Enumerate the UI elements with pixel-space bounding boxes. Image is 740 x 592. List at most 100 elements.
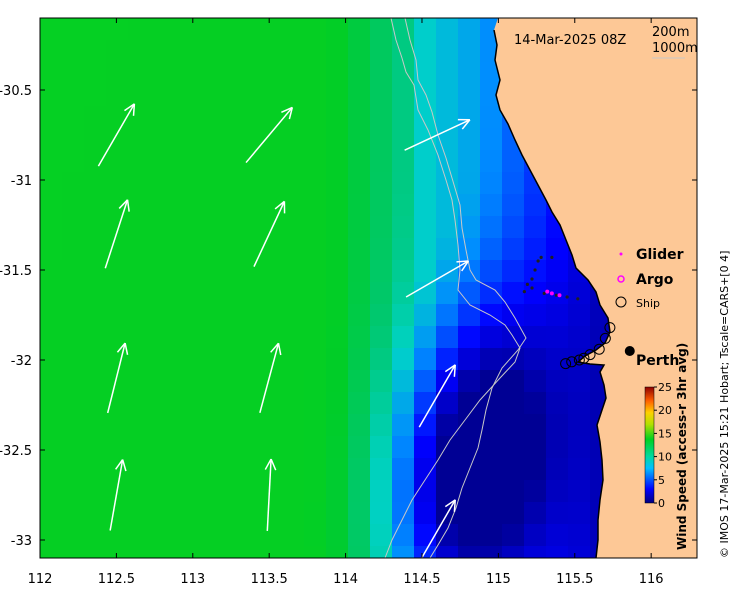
heatmap-cell [150,84,173,107]
heatmap-cell [414,546,437,558]
heatmap-cell [546,458,569,481]
heatmap-cell [480,106,503,129]
heatmap-cell [370,282,393,305]
heatmap-cell [436,304,459,327]
heatmap-cell [458,62,481,85]
heatmap-cell [150,370,173,393]
heatmap-cell [348,150,371,173]
heatmap-cell [392,150,415,173]
heatmap-cell [480,216,503,239]
heatmap-cell [62,194,85,217]
heatmap-cell [458,370,481,393]
heatmap-cell [260,128,283,151]
heatmap-cell [62,480,85,503]
heatmap-cell [282,436,305,459]
heatmap-cell [480,348,503,371]
heatmap-cell [502,502,525,525]
heatmap-cell [502,546,525,558]
heatmap-cell [326,458,349,481]
heatmap-cell [282,150,305,173]
heatmap-cell [370,106,393,129]
heatmap-cell [480,282,503,305]
heatmap-cell [348,524,371,547]
heatmap-cell [106,524,129,547]
heatmap-cell [260,392,283,415]
heatmap-cell [238,546,261,558]
heatmap-cell [348,458,371,481]
heatmap-cell [546,524,569,547]
heatmap-cell [216,84,239,107]
heatmap-cell [62,502,85,525]
y-axis: -30.5 -31 -31.5 -32 -32.5 -33 [0,84,697,549]
heatmap-cell [238,502,261,525]
heatmap-cell [282,84,305,107]
heatmap-cell [260,216,283,239]
heatmap-cell [260,282,283,305]
heatmap-cell [392,106,415,129]
heatmap-cell [238,480,261,503]
heatmap-cell [238,150,261,173]
heatmap-cell [172,260,195,283]
heatmap-cell [238,414,261,437]
heatmap-cell [216,326,239,349]
heatmap-cell [282,106,305,129]
heatmap-cell [106,62,129,85]
heatmap-cell [392,414,415,437]
y-tick-label: -30.5 [0,84,32,99]
colorbar: 25 20 15 10 5 0 Wind Speed (access-r 3hr avg) [644,343,689,550]
heatmap-cell [414,392,437,415]
x-tick-label: 112.5 [98,572,135,587]
heatmap-cell [40,282,63,305]
ship-position [573,354,585,366]
heatmap-cell [282,282,305,305]
heatmap-cell [106,18,129,41]
heatmap-cell [392,436,415,459]
heatmap-cell [326,84,349,107]
heatmap-cell [62,524,85,547]
heatmap-cell [84,106,107,129]
heatmap-cell [436,546,459,558]
heatmap-cell [150,238,173,261]
heatmap-cell [436,40,459,63]
heatmap-cell [40,62,63,85]
heatmap-cell [326,106,349,129]
heatmap-cell [326,18,349,41]
heatmap-cell [194,348,217,371]
heatmap-cell [458,128,481,151]
heatmap-cell [216,238,239,261]
heatmap-cell [62,172,85,195]
heatmap-cell [304,282,327,305]
x-tick-label: 115.5 [556,572,593,587]
heatmap-cell [150,392,173,415]
heatmap-cell [414,348,437,371]
x-tick-label: 113.5 [251,572,288,587]
heatmap-cell [524,436,547,459]
heatmap-cell [546,546,569,558]
heatmap-cell [282,458,305,481]
ship-track [560,322,616,370]
heatmap-cell [172,106,195,129]
heatmap-cell [194,524,217,547]
heatmap-cell [348,502,371,525]
y-tick-label: -31 [11,174,32,189]
heatmap-cell [172,546,195,558]
heatmap-cell [216,392,239,415]
heatmap-cell [172,84,195,107]
heatmap-cell [260,524,283,547]
heatmap-cell [282,216,305,239]
heatmap-cell [304,18,327,41]
glider-position [576,297,580,301]
heatmap-cell [326,62,349,85]
heatmap-cell [304,502,327,525]
heatmap-cell [502,436,525,459]
heatmap-cell [150,282,173,305]
argo-float [557,293,562,298]
heatmap-cell [414,150,437,173]
heatmap-cell [502,282,525,305]
heatmap-cell [524,304,547,327]
heatmap-cell [128,480,151,503]
heatmap-cell [106,172,129,195]
heatmap-cell [304,392,327,415]
heatmap-cell [62,546,85,558]
colorbar-tick-label: 10 [658,451,672,464]
